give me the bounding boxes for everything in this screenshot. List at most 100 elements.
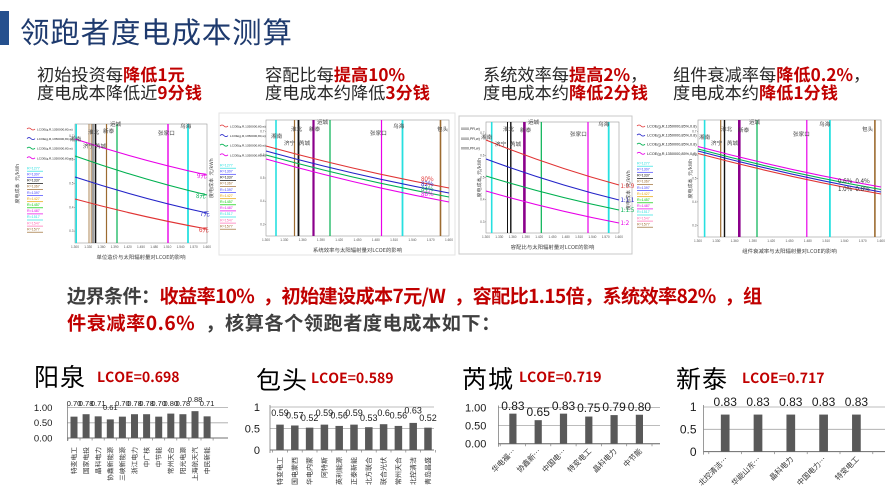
- svg-text:LCOE(g,R,1350000,80,w): LCOE(g,R,1350000,80,w): [230, 134, 266, 138]
- svg-text:0000,PR,w): 0000,PR,w): [461, 127, 480, 131]
- svg-text:1.480: 1.480: [562, 235, 570, 239]
- svg-text:1.450: 1.450: [786, 239, 794, 243]
- svg-text:1.330: 1.330: [495, 235, 503, 239]
- svg-text:R=1397: R=1397: [27, 191, 40, 195]
- svg-text:0.7: 0.7: [480, 131, 485, 135]
- svg-text:R=1487: R=1487: [27, 209, 40, 213]
- svg-text:R=1367: R=1367: [220, 182, 233, 186]
- svg-text:1.390: 1.390: [749, 239, 757, 243]
- svg-text:1.360: 1.360: [299, 238, 307, 242]
- svg-text:R=1577: R=1577: [220, 224, 233, 228]
- svg-text:R=1577: R=1577: [27, 227, 40, 231]
- svg-text:0.00: 0.00: [465, 439, 486, 451]
- svg-text:1.420: 1.420: [535, 235, 543, 239]
- svg-text:1.330: 1.330: [84, 245, 92, 249]
- svg-text:0.78: 0.78: [127, 399, 142, 408]
- svg-text:0.7: 0.7: [260, 130, 265, 134]
- svg-text:1.330: 1.330: [280, 238, 288, 242]
- svg-text:0.4: 0.4: [260, 199, 265, 203]
- svg-text:1.300: 1.300: [262, 238, 270, 242]
- svg-text:1.570: 1.570: [602, 235, 610, 239]
- svg-text:1.600: 1.600: [203, 245, 211, 249]
- svg-text:0.61: 0.61: [103, 403, 118, 412]
- svg-text:0.83: 0.83: [501, 399, 525, 413]
- svg-text:0.63: 0.63: [404, 406, 422, 416]
- svg-text:0.78: 0.78: [176, 399, 191, 408]
- svg-text:1.570: 1.570: [859, 239, 867, 243]
- svg-text:R=1277: R=1277: [27, 166, 40, 170]
- svg-text:LCOE(g,R,1350000,85%,0.8): LCOE(g,R,1350000,85%,0.8): [647, 143, 697, 147]
- svg-text:1.480: 1.480: [150, 245, 158, 249]
- svg-text:R=1337: R=1337: [220, 176, 233, 180]
- svg-text:R=1517: R=1517: [220, 212, 233, 216]
- svg-text:0.6: 0.6: [260, 153, 265, 157]
- svg-text:0.59: 0.59: [271, 408, 289, 418]
- svg-text:1.420: 1.420: [124, 245, 132, 249]
- svg-text:1.420: 1.420: [335, 238, 343, 242]
- svg-text:R=1487: R=1487: [220, 206, 233, 210]
- svg-text:1.300: 1.300: [482, 235, 490, 239]
- svg-text:0.5: 0.5: [680, 423, 697, 437]
- svg-text:R=1277: R=1277: [637, 161, 650, 165]
- svg-text:1.390: 1.390: [317, 238, 325, 242]
- svg-text:0.57: 0.57: [286, 411, 304, 421]
- svg-text:0.80: 0.80: [163, 399, 178, 408]
- svg-text:LCOE(g,R,1350000,80,w): LCOE(g,R,1350000,80,w): [37, 156, 73, 160]
- svg-text:0.70: 0.70: [151, 399, 166, 408]
- svg-text:R=1367: R=1367: [27, 185, 40, 189]
- svg-text:R=1307: R=1307: [220, 170, 233, 174]
- svg-text:1.510: 1.510: [390, 238, 398, 242]
- svg-text:0.83: 0.83: [812, 395, 836, 409]
- svg-text:1.600: 1.600: [445, 238, 453, 242]
- svg-text:1.600: 1.600: [615, 235, 623, 239]
- svg-text:1.300: 1.300: [694, 239, 702, 243]
- svg-text:0.6: 0.6: [480, 153, 485, 157]
- svg-text:1.540: 1.540: [588, 235, 596, 239]
- svg-text:0.50: 0.50: [465, 420, 486, 432]
- svg-text:1.360: 1.360: [97, 245, 105, 249]
- svg-text:1.00: 1.00: [465, 402, 486, 414]
- svg-text:R=1517: R=1517: [27, 215, 40, 219]
- svg-text:0.80: 0.80: [628, 400, 652, 414]
- svg-text:LCOE(g,R,1350000,85%,0.8): LCOE(g,R,1350000,85%,0.8): [647, 152, 697, 156]
- svg-text:LCOE(g,R,1350000,85%,0.8): LCOE(g,R,1350000,85%,0.8): [647, 134, 697, 138]
- svg-text:0.6: 0.6: [377, 408, 390, 418]
- svg-text:1.450: 1.450: [137, 245, 145, 249]
- svg-text:1.390: 1.390: [111, 245, 119, 249]
- svg-text:0000,PR,w): 0000,PR,w): [461, 137, 480, 141]
- svg-text:0.50: 0.50: [34, 418, 53, 429]
- svg-text:LCOE(g,R,1350000,80,w): LCOE(g,R,1350000,80,w): [37, 137, 73, 141]
- svg-text:1.480: 1.480: [804, 239, 812, 243]
- svg-text:0.5: 0.5: [692, 177, 697, 181]
- svg-text:R=1397: R=1397: [637, 186, 650, 190]
- svg-text:R=1307: R=1307: [27, 173, 40, 177]
- svg-text:R=1427: R=1427: [637, 192, 650, 196]
- svg-text:0.52: 0.52: [301, 413, 319, 423]
- svg-text:1.510: 1.510: [163, 245, 171, 249]
- svg-text:0.78: 0.78: [79, 399, 94, 408]
- svg-text:0.88: 0.88: [188, 395, 203, 404]
- svg-text:1.540: 1.540: [177, 245, 185, 249]
- svg-text:1: 1: [690, 400, 697, 414]
- svg-text:LCOE(g,R,1350000,80,w): LCOE(g,R,1350000,80,w): [230, 153, 266, 157]
- svg-text:LCOE(g,R,1350000,80,w): LCOE(g,R,1350000,80,w): [37, 128, 73, 132]
- svg-text:LCOE(g,R,1350000,85%,0.8): LCOE(g,R,1350000,85%,0.8): [647, 125, 697, 129]
- svg-text:0.71: 0.71: [200, 399, 215, 408]
- svg-text:0.6: 0.6: [69, 158, 74, 162]
- svg-text:R=1577: R=1577: [637, 222, 650, 226]
- svg-text:0.75: 0.75: [577, 401, 601, 415]
- svg-text:0.4: 0.4: [692, 200, 697, 204]
- svg-text:0.3: 0.3: [480, 220, 485, 224]
- svg-text:0.59: 0.59: [316, 408, 334, 418]
- svg-text:0.70: 0.70: [115, 399, 130, 408]
- svg-text:0.56: 0.56: [330, 411, 348, 421]
- svg-text:1.540: 1.540: [840, 239, 848, 243]
- svg-text:R=1427: R=1427: [27, 197, 40, 201]
- svg-text:1.300: 1.300: [71, 245, 79, 249]
- svg-text:R=1277: R=1277: [220, 163, 233, 167]
- svg-text:R=1457: R=1457: [637, 198, 650, 202]
- svg-text:1.600: 1.600: [877, 239, 885, 243]
- svg-text:R=1517: R=1517: [637, 210, 650, 214]
- svg-text:R=1547: R=1547: [637, 216, 650, 220]
- svg-text:0.00: 0.00: [34, 433, 53, 444]
